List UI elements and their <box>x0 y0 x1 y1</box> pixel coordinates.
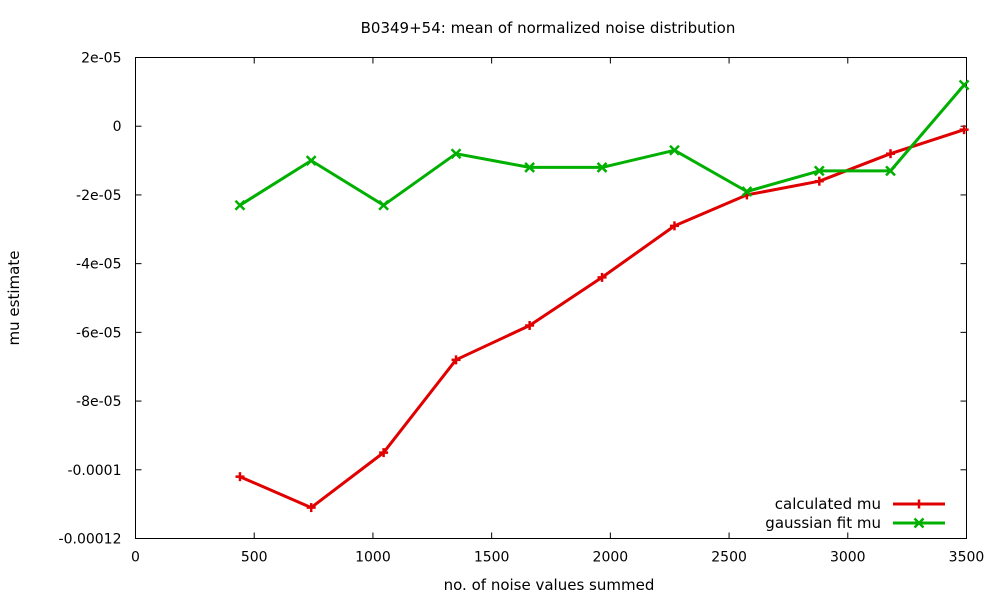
data-point-gaussian-fit-mu <box>885 165 896 177</box>
legend-label-gaussian-fit-mu: gaussian fit mu <box>765 514 881 532</box>
x-tick-label: 2000 <box>593 550 629 566</box>
data-point-gaussian-fit-mu <box>305 155 317 166</box>
series-line-gaussian-fit-mu <box>239 84 966 207</box>
data-point-calculated-mu <box>814 176 824 186</box>
y-tick-label: 2e-05 <box>81 51 121 67</box>
x-tick-label: 0 <box>131 550 140 566</box>
x-tick-label: 1000 <box>355 550 391 566</box>
legend-label-calculated-mu: calculated mu <box>775 495 881 513</box>
y-tick-label: -4e-05 <box>76 257 121 273</box>
data-point-gaussian-fit-mu <box>234 199 246 211</box>
plot-area-frame <box>135 57 967 539</box>
data-point-gaussian-fit-mu <box>450 148 462 160</box>
x-axis: 0 500 1000 1500 2000 2500 3000 3500 <box>131 57 985 566</box>
data-point-calculated-mu <box>235 472 245 482</box>
data-point-calculated-mu <box>525 320 535 330</box>
x-tick-label: 3000 <box>830 550 866 566</box>
y-tick-label: -0.0001 <box>67 463 121 479</box>
series-line-calculated-mu <box>239 128 965 510</box>
data-point-calculated-mu <box>379 448 389 458</box>
y-axis-label: mu estimate <box>5 251 23 346</box>
data-point-gaussian-fit-mu <box>958 79 970 91</box>
x-axis-label: no. of noise values summed <box>444 576 655 594</box>
data-point-gaussian-fit-mu <box>669 144 680 156</box>
x-tick-label: 500 <box>241 550 268 566</box>
x-tick-label: 3500 <box>949 550 985 566</box>
y-tick-label: -6e-05 <box>76 325 121 341</box>
data-point-calculated-mu <box>306 503 316 513</box>
data-point-gaussian-fit-mu <box>596 162 608 173</box>
data-point-calculated-mu <box>451 355 461 365</box>
data-point-calculated-mu <box>669 221 679 231</box>
x-tick-label: 1500 <box>474 550 510 566</box>
y-tick-label: -8e-05 <box>76 394 121 410</box>
y-tick-label: 0 <box>113 119 122 135</box>
y-axis: 2e-05 0 -2e-05 -4e-05 -6e-05 -8e-05 -0.0001 -0.… <box>59 51 967 548</box>
x-tick-label: 2500 <box>711 550 747 566</box>
data-point-gaussian-fit-mu <box>741 186 753 197</box>
legend-marker-gaussian-fit-mu <box>913 517 925 529</box>
data-point-gaussian-fit-mu <box>813 165 825 177</box>
data-point-calculated-mu <box>597 272 607 282</box>
data-point-calculated-mu <box>886 149 896 159</box>
data-point-calculated-mu <box>959 125 969 135</box>
data-point-gaussian-fit-mu <box>378 199 389 211</box>
chart-title: B0349+54: mean of normalized noise distr… <box>361 19 736 37</box>
y-tick-label: -2e-05 <box>76 188 121 204</box>
legend-marker-calculated-mu <box>914 499 924 509</box>
series-layer <box>234 79 970 513</box>
data-point-gaussian-fit-mu <box>524 162 536 173</box>
y-tick-label: -0.00012 <box>59 532 122 548</box>
